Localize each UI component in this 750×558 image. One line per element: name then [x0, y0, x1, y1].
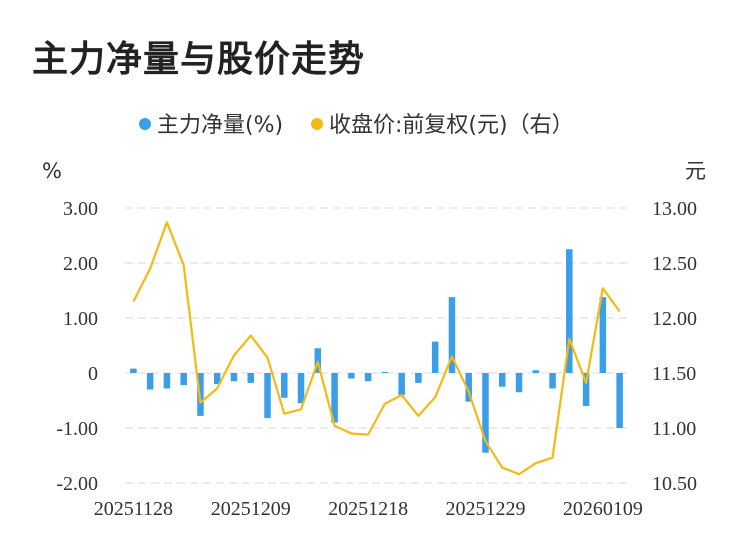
left-tick-label: -1.00 — [56, 418, 98, 440]
bar — [381, 371, 389, 373]
price-line — [132, 221, 621, 476]
bar — [499, 373, 506, 387]
legend-label-bar: 主力净量(%) — [157, 113, 283, 138]
bar — [482, 373, 489, 453]
bar — [348, 373, 355, 379]
bar — [230, 373, 238, 382]
bar — [448, 297, 456, 373]
left-tick-label: 3.00 — [63, 198, 98, 220]
bar — [582, 373, 590, 406]
right-tick-label: 12.50 — [652, 253, 697, 275]
bar — [515, 373, 523, 393]
bar-series — [130, 249, 623, 453]
grid-lines — [125, 207, 628, 484]
legend-label-line: 收盘价:前复权(元)（右） — [329, 113, 574, 138]
legend-marker-bar — [139, 118, 151, 130]
bar — [314, 348, 322, 373]
right-axis-ticks: 13.00 12.50 12.00 11.50 11.00 10.50 — [652, 198, 697, 495]
bar — [415, 373, 422, 383]
bar — [180, 373, 187, 386]
line-series — [132, 221, 621, 476]
bar — [264, 373, 271, 419]
right-tick-label: 10.50 — [652, 473, 697, 495]
bar — [465, 373, 472, 402]
x-axis-ticks: 20251128 20251209 20251218 20251229 20260109 — [94, 498, 643, 520]
x-tick-label: 20251229 — [445, 498, 525, 520]
right-axis-unit: 元 — [685, 159, 706, 183]
bar — [331, 373, 338, 423]
bar — [163, 373, 171, 389]
left-tick-label: 2.00 — [63, 253, 98, 275]
legend-marker-line — [311, 118, 323, 130]
bar — [566, 249, 573, 373]
bar — [213, 373, 221, 384]
right-tick-label: 11.00 — [652, 418, 696, 440]
bar — [364, 373, 372, 382]
x-tick-label: 20260109 — [563, 498, 643, 520]
bar — [297, 373, 305, 404]
legend: 主力净量(%) 收盘价:前复权(元)（右） — [139, 113, 574, 138]
left-axis-unit: % — [42, 159, 62, 183]
chart-title: 主力净量与股价走势 — [32, 39, 366, 80]
bar — [146, 373, 154, 390]
bar — [616, 373, 623, 428]
bar — [130, 368, 137, 373]
left-axis-ticks: 3.00 2.00 1.00 0 -1.00 -2.00 — [56, 198, 98, 495]
bar — [431, 341, 439, 373]
right-tick-label: 13.00 — [652, 198, 697, 220]
left-tick-label: 0 — [88, 363, 98, 385]
right-tick-label: 12.00 — [652, 308, 697, 330]
bar — [532, 370, 540, 373]
bar — [281, 373, 288, 398]
x-tick-label: 20251128 — [94, 498, 173, 520]
bar — [549, 373, 556, 389]
bar — [247, 373, 254, 383]
right-tick-label: 11.50 — [652, 363, 696, 385]
left-tick-label: -2.00 — [56, 473, 98, 495]
x-tick-label: 20251209 — [211, 498, 291, 520]
x-tick-label: 20251218 — [328, 498, 408, 520]
left-tick-label: 1.00 — [63, 308, 98, 330]
bar — [398, 373, 405, 395]
bar — [599, 297, 607, 373]
